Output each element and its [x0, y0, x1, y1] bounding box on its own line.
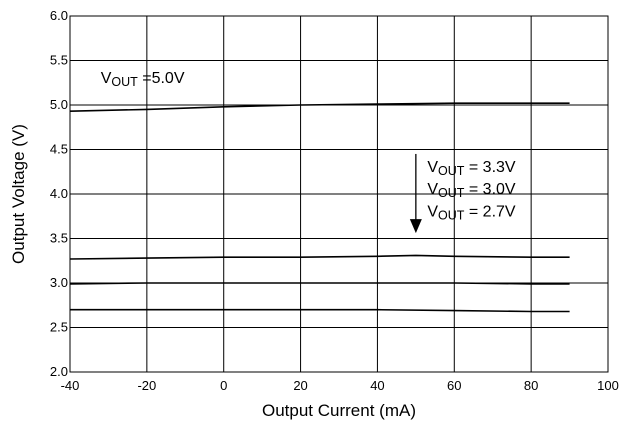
- series-layer: [69, 102, 570, 313]
- y-tick-label: 2.0: [50, 364, 68, 379]
- x-tick-label: -20: [137, 378, 156, 393]
- series-line-1: [69, 254, 570, 260]
- annotation-vout-2v7: VOUT = 2.7V: [427, 203, 516, 222]
- x-tick-label: 20: [293, 378, 307, 393]
- arrow-head: [409, 219, 422, 234]
- y-tick-label: 6.0: [50, 8, 68, 23]
- y-tick-label: 4.5: [50, 142, 68, 157]
- y-tick-label: 5.0: [50, 97, 68, 112]
- y-tick-label: 3.0: [50, 275, 68, 290]
- x-tick-label: 100: [597, 378, 619, 393]
- annotations: VOUT =5.0V VOUT = 3.3V VOUT = 3.0V VOUT = 2…: [101, 70, 516, 234]
- x-tick-label: 40: [370, 378, 384, 393]
- x-tick-label: -40: [61, 378, 80, 393]
- y-tick-label: 4.0: [50, 186, 68, 201]
- series-line-3: [70, 308, 570, 313]
- y-tick-label: 2.5: [50, 320, 68, 335]
- y-tick-label: 5.5: [50, 53, 68, 68]
- annotation-vout-3v0: VOUT = 3.0V: [427, 181, 516, 200]
- plot-frame: [69, 15, 609, 373]
- y-axis-title: Output Voltage (V): [9, 124, 28, 264]
- x-tick-label: 80: [524, 378, 538, 393]
- series-line-0: [69, 102, 570, 112]
- x-tick-label: 60: [447, 378, 461, 393]
- y-tick-label: 3.5: [50, 231, 68, 246]
- series-line-2: [69, 282, 570, 285]
- y-tick-labels: 2.0 2.5 3.0 3.5 4.0 4.5 5.0 5.5 6.0: [50, 8, 68, 379]
- x-tick-labels: -40 -20 0 20 40 60 80 100: [61, 378, 619, 393]
- annotation-vout-3v3: VOUT = 3.3V: [427, 159, 516, 178]
- x-tick-label: 0: [220, 378, 227, 393]
- x-axis-title: Output Current (mA): [262, 401, 416, 420]
- annotation-vout-5v: VOUT =5.0V: [101, 70, 185, 89]
